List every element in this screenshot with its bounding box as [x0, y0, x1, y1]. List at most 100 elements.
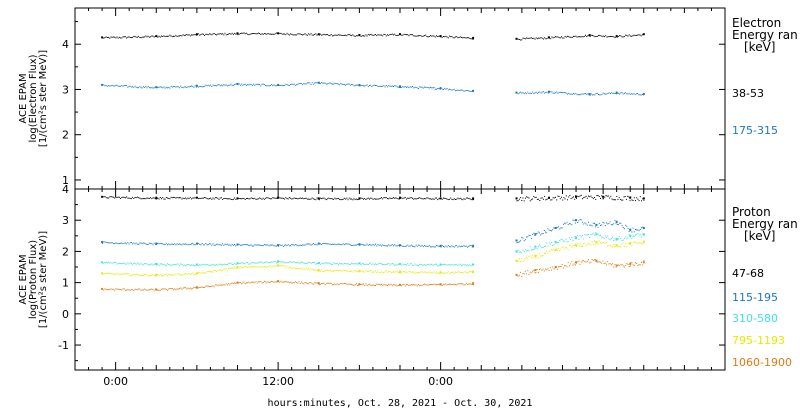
data-point-795-1193 [181, 274, 183, 276]
data-point-795-1193 [334, 269, 336, 271]
data-marker-38-53 [317, 33, 320, 36]
data-marker-47-68 [399, 196, 401, 199]
data-point-38-53 [574, 35, 576, 37]
data-point-38-53 [619, 35, 621, 37]
data-point-115-195 [597, 226, 599, 228]
data-point-115-195 [444, 246, 446, 248]
data-point-47-68 [557, 195, 559, 197]
data-point-38-53 [186, 34, 188, 36]
data-point-47-68 [425, 198, 427, 200]
y-axis-unit-1: [1/(cm²s ster MeV)] [38, 50, 49, 147]
data-point-310-580 [328, 262, 330, 264]
data-point-38-53 [108, 36, 110, 38]
data-point-175-315 [534, 92, 536, 94]
data-point-175-315 [280, 84, 282, 86]
data-point-310-580 [309, 261, 311, 263]
data-point-310-580 [534, 248, 536, 250]
data-point-38-53 [550, 38, 552, 40]
data-point-310-580 [413, 264, 415, 266]
data-point-175-315 [604, 93, 605, 95]
data-point-310-580 [603, 237, 605, 239]
data-point-115-195 [408, 245, 410, 247]
data-point-310-580 [345, 263, 347, 265]
data-point-47-68 [247, 197, 249, 199]
data-point-1060-1900 [115, 288, 117, 290]
data-point-175-315 [291, 83, 293, 85]
data-point-47-68 [403, 197, 405, 199]
data-point-1060-1900 [103, 289, 105, 291]
data-point-115-195 [592, 222, 594, 224]
data-point-1060-1900 [234, 282, 236, 284]
data-point-310-580 [619, 236, 621, 238]
data-point-1060-1900 [323, 282, 325, 284]
data-point-175-315 [175, 86, 177, 88]
data-point-310-580 [193, 265, 195, 267]
data-point-1060-1900 [305, 282, 307, 284]
data-point-795-1193 [536, 255, 538, 257]
data-point-175-315 [623, 92, 625, 94]
data-point-47-68 [243, 198, 245, 199]
data-point-38-53 [148, 36, 150, 38]
data-point-310-580 [164, 264, 166, 266]
data-point-1060-1900 [467, 284, 468, 285]
data-point-310-580 [577, 235, 579, 237]
data-point-175-315 [524, 92, 526, 94]
data-point-310-580 [348, 263, 350, 265]
data-point-310-580 [127, 262, 129, 264]
data-point-310-580 [421, 264, 423, 266]
legend-title-2: Proton [732, 205, 771, 219]
data-point-47-68 [108, 197, 110, 199]
data-point-38-53 [168, 35, 170, 37]
data-point-115-195 [122, 243, 124, 245]
data-point-795-1193 [437, 272, 439, 274]
data-point-47-68 [516, 200, 518, 202]
data-point-115-195 [388, 244, 390, 246]
data-point-1060-1900 [219, 284, 221, 286]
data-point-47-68 [103, 196, 105, 198]
data-point-795-1193 [141, 274, 143, 276]
data-point-115-195 [527, 236, 529, 238]
data-marker-310-580 [155, 262, 158, 265]
data-point-175-315 [329, 82, 331, 84]
data-point-1060-1900 [397, 284, 399, 286]
data-point-38-53 [366, 35, 368, 37]
data-point-47-68 [625, 198, 627, 200]
data-point-175-315 [402, 85, 404, 87]
data-marker-310-580 [399, 262, 401, 265]
data-point-38-53 [222, 33, 224, 35]
data-point-47-68 [268, 197, 270, 199]
data-point-38-53 [599, 34, 601, 36]
data-point-38-53 [433, 35, 435, 37]
data-point-115-195 [520, 240, 522, 242]
data-point-310-580 [467, 264, 468, 266]
data-point-175-315 [121, 85, 123, 87]
data-point-115-195 [124, 242, 126, 244]
data-point-47-68 [635, 200, 636, 202]
data-point-47-68 [433, 198, 435, 200]
data-point-795-1193 [170, 274, 172, 276]
data-point-115-195 [572, 219, 574, 221]
data-point-310-580 [245, 262, 247, 264]
data-point-175-315 [165, 86, 167, 88]
data-point-47-68 [154, 198, 156, 200]
data-point-310-580 [212, 264, 214, 266]
data-marker-1060-1900 [642, 261, 645, 264]
data-point-1060-1900 [443, 283, 444, 285]
data-point-795-1193 [590, 244, 592, 246]
data-point-175-315 [108, 85, 110, 87]
data-point-115-195 [381, 245, 382, 247]
data-point-1060-1900 [146, 289, 148, 291]
data-point-38-53 [243, 32, 245, 34]
data-point-795-1193 [451, 271, 453, 273]
data-point-115-195 [261, 245, 263, 246]
data-point-175-315 [179, 87, 180, 89]
data-point-795-1193 [249, 266, 251, 268]
data-point-795-1193 [158, 274, 160, 276]
data-point-310-580 [341, 263, 343, 265]
data-point-795-1193 [530, 257, 532, 259]
data-point-47-68 [355, 198, 357, 200]
data-point-795-1193 [412, 271, 413, 273]
data-point-38-53 [174, 35, 176, 37]
data-point-310-580 [288, 261, 290, 263]
data-point-175-315 [212, 84, 214, 86]
